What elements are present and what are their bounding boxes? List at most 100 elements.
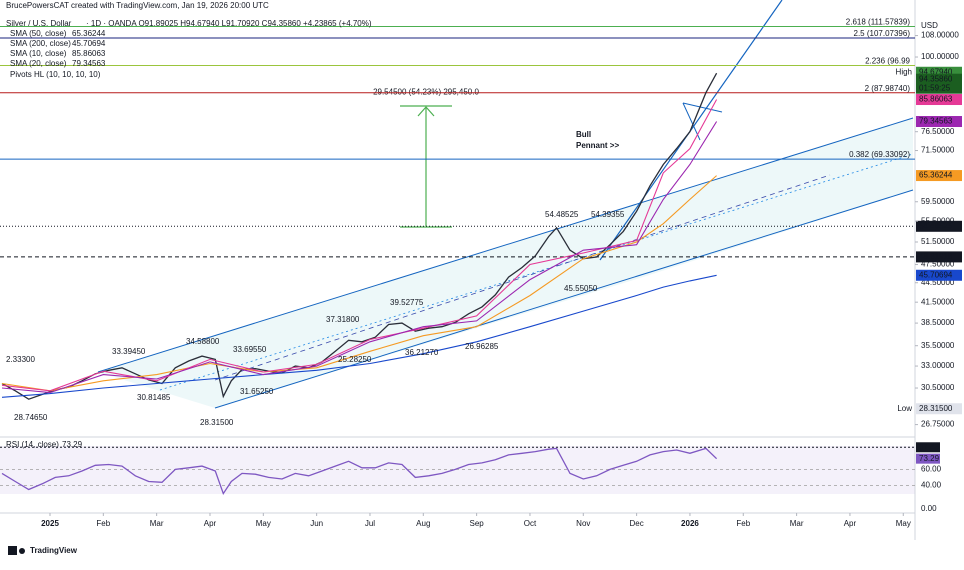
level-label: 48.81918 (919, 252, 953, 261)
x-tick-label: Feb (736, 519, 750, 528)
rsi-level-badge (916, 442, 940, 453)
pennant-top (682, 102, 723, 113)
x-tick-label: Mar (790, 519, 804, 528)
legend-info: · 1D · OANDA O91.89025 H94.67940 L91.709… (86, 19, 372, 28)
price-badge (916, 66, 962, 78)
fib-label: 2.5 (107.07396) (854, 29, 911, 38)
pivot-label: 36.21270 (405, 348, 439, 357)
series-line (1, 447, 718, 496)
rsi-tick-label: 60.00 (921, 464, 942, 473)
rsi-legend: RSI (14, close) (6, 440, 59, 449)
rsi-band (0, 446, 915, 494)
x-tick-label: Mar (150, 519, 164, 528)
pivot-label: 28.74650 (14, 413, 48, 422)
legend-value: 79.34563 (72, 59, 106, 68)
legend-symbol: Silver / U.S. Dollar (6, 19, 72, 28)
pivot-label: 33.69550 (233, 345, 267, 354)
y-tick-label: 76.50000 (921, 127, 955, 136)
channel-lower (214, 189, 914, 409)
pennant-label: Pennant >> (576, 141, 619, 150)
pivot-label: 28.31500 (200, 418, 234, 427)
pivot-label: 33.39450 (112, 347, 146, 356)
fib-label: 2.236 (96.99 (865, 57, 910, 66)
watermark: BrucePowersCAT created with TradingView.… (6, 1, 269, 10)
level-badge (916, 220, 962, 232)
channel-dash (214, 174, 831, 381)
series-line (1, 274, 717, 398)
legend-value: 65.36244 (72, 29, 106, 38)
legend-value: 45.70694 (72, 39, 106, 48)
x-tick-label: Aug (416, 519, 430, 528)
channel-upper (97, 117, 914, 373)
y-tick-label: 47.50000 (921, 260, 955, 269)
x-tick-label: Jul (365, 519, 375, 528)
pivot-label: 26.96285 (465, 342, 499, 351)
y-tick-label: 41.50000 (921, 297, 955, 306)
x-tick-label: May (896, 519, 911, 528)
x-tick-label: 2025 (41, 519, 59, 528)
y-tick-label: 108.00000 (921, 31, 959, 40)
y-tick-label: 38.50000 (921, 318, 955, 327)
x-tick-label: Feb (96, 519, 110, 528)
y-tick-label: 55.50000 (921, 216, 955, 225)
price-badge-label: 28.31500 (919, 404, 953, 413)
pivot-label: 54.39355 (591, 210, 625, 219)
series-line (1, 175, 717, 392)
series-line (1, 121, 718, 394)
level-badge (916, 251, 962, 263)
legend-name: SMA (50, close) (10, 29, 67, 38)
x-tick-label: Sep (470, 519, 485, 528)
price-badge-label: 85.86063 (919, 95, 953, 104)
pennant-side (682, 102, 701, 141)
pivot-label: 37.31800 (326, 315, 360, 324)
rsi-tick-label: 40.00 (921, 481, 942, 490)
pivot-label: 2.33300 (6, 355, 35, 364)
pivot-label: 31.65250 (240, 387, 274, 396)
pennant-label: Bull (576, 130, 591, 139)
rsi-badge (916, 453, 940, 464)
channel-fill (98, 118, 913, 408)
badge-note: High (896, 67, 912, 76)
x-tick-label: Apr (204, 519, 217, 528)
level-label: 54.48525 (919, 221, 953, 230)
y-tick-label: 26.75000 (921, 420, 955, 429)
price-badge-label: 94.67940 (919, 67, 953, 76)
y-tick-label: 33.00000 (921, 361, 955, 370)
x-tick-label: May (256, 519, 271, 528)
badge-note: Low (897, 404, 912, 413)
price-badge (916, 170, 962, 182)
legend-name: SMA (200, close) (10, 39, 71, 48)
price-badge (916, 269, 962, 281)
fib-label: 0.382 (69.33092) (849, 150, 910, 159)
x-tick-label: Jun (310, 519, 323, 528)
x-tick-label: Apr (844, 519, 857, 528)
x-tick-label: Nov (576, 519, 590, 528)
pivot-label: 54.48525 (545, 210, 579, 219)
pivot-label: 34.58800 (186, 337, 220, 346)
brand-logo (8, 546, 25, 555)
rsi-axis-label: 0.00 (921, 504, 937, 513)
price-badge-label: 45.70694 (919, 270, 953, 279)
channel-mid (159, 153, 914, 391)
pivot-label: 30.81485 (137, 393, 171, 402)
price-badge-label: 94.35860 (919, 74, 953, 83)
fib-label: 2.618 (111.57839) (846, 18, 911, 27)
series-line (1, 72, 718, 400)
legend-value: 85.86063 (72, 49, 106, 58)
x-tick-label: 2026 (681, 519, 699, 528)
badge-note: 01:59:25 (919, 83, 951, 92)
y-tick-label: 71.50000 (921, 146, 955, 155)
price-badge (916, 94, 962, 106)
rsi-level-label: 87.43 (919, 442, 940, 451)
measure-label: 29.54500 (54.23%) 295,450.0 (373, 88, 479, 97)
pivot-label: 25.28250 (338, 355, 372, 364)
pivot-label: 39.52775 (390, 298, 424, 307)
rsi-badge-label: 73.29 (919, 454, 940, 463)
y-tick-label: 51.50000 (921, 237, 955, 246)
rsi-legend-value: 73.29 (62, 440, 83, 449)
y-tick-label: 44.50000 (921, 278, 955, 287)
legend-name: SMA (20, close) (10, 59, 67, 68)
y-tick-label: 59.50000 (921, 197, 955, 206)
pivot-label: 45.55050 (564, 284, 598, 293)
